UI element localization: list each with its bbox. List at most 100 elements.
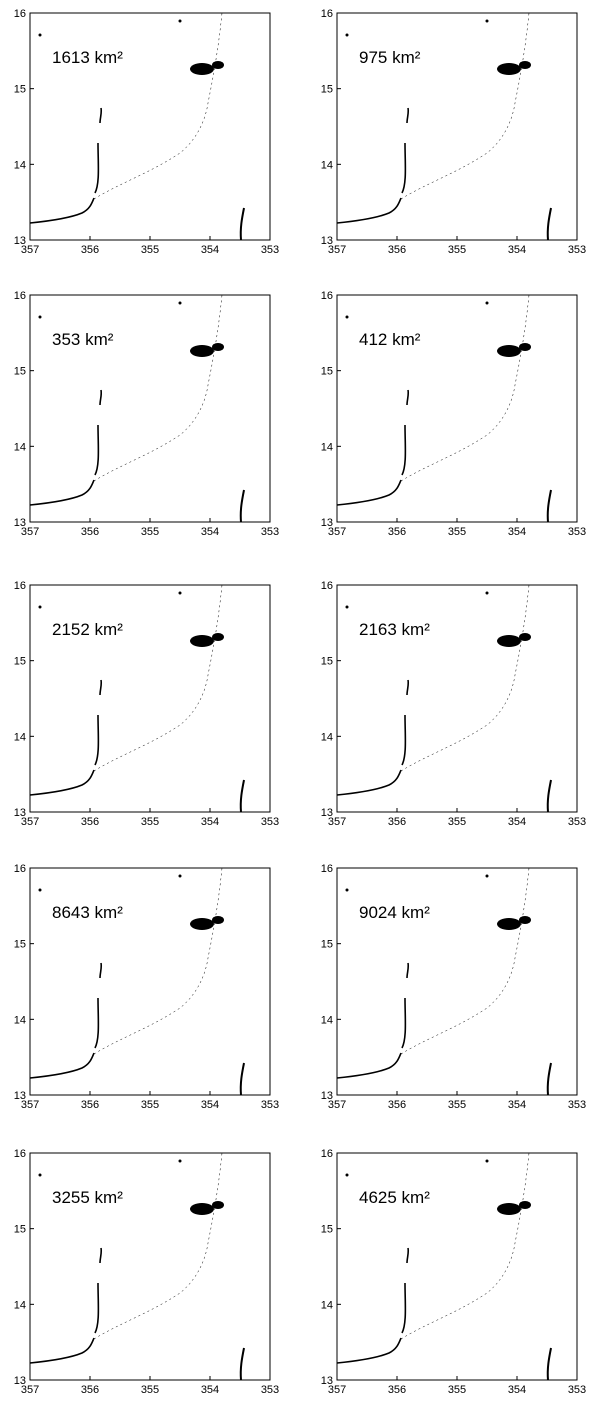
y-tick-label: 15 <box>321 939 333 951</box>
area-label: 975 km² <box>359 48 421 67</box>
y-tick-label: 15 <box>14 939 26 951</box>
x-tick-label: 354 <box>508 244 526 256</box>
y-tick-label: 16 <box>321 8 333 20</box>
area-label: 412 km² <box>359 330 421 349</box>
x-tick-label: 357 <box>21 816 39 828</box>
x-tick-label: 356 <box>81 244 99 256</box>
y-tick-label: 13 <box>14 1090 26 1102</box>
x-tick-label: 357 <box>328 816 346 828</box>
y-tick-label: 13 <box>14 807 26 819</box>
x-tick-label: 355 <box>141 1384 159 1396</box>
x-tick-label: 356 <box>388 1099 406 1111</box>
x-tick-label: 356 <box>81 816 99 828</box>
x-tick-label: 354 <box>201 1384 219 1396</box>
map-panel: 357 356 355 354 353 13 14 15 16 353 km² <box>14 290 279 538</box>
y-tick-label: 15 <box>321 84 333 96</box>
x-tick-label: 357 <box>21 1384 39 1396</box>
y-tick-label: 15 <box>321 366 333 378</box>
y-tick-label: 16 <box>14 580 26 592</box>
y-tick-label: 14 <box>321 159 333 171</box>
area-label: 9024 km² <box>359 903 430 922</box>
x-tick-label: 354 <box>508 526 526 538</box>
y-tick-label: 16 <box>321 580 333 592</box>
x-tick-label: 356 <box>388 244 406 256</box>
x-tick-label: 355 <box>448 1099 466 1111</box>
y-tick-label: 14 <box>321 731 333 743</box>
y-tick-label: 13 <box>14 235 26 247</box>
x-tick-label: 357 <box>21 526 39 538</box>
y-tick-label: 14 <box>14 441 26 453</box>
x-tick-label: 356 <box>388 526 406 538</box>
x-tick-label: 353 <box>568 244 586 256</box>
x-tick-label: 357 <box>328 1099 346 1111</box>
x-tick-label: 355 <box>141 1099 159 1111</box>
x-tick-label: 354 <box>201 816 219 828</box>
y-tick-label: 16 <box>14 8 26 20</box>
y-tick-label: 15 <box>321 1224 333 1236</box>
y-tick-label: 13 <box>14 1375 26 1387</box>
y-tick-label: 15 <box>14 1224 26 1236</box>
x-tick-label: 354 <box>201 244 219 256</box>
map-panel: 357 356 355 354 353 13 14 15 16 975 km² <box>321 8 586 256</box>
x-tick-label: 353 <box>568 816 586 828</box>
area-label: 8643 km² <box>52 903 123 922</box>
y-tick-label: 16 <box>321 1148 333 1160</box>
x-tick-label: 353 <box>261 816 279 828</box>
x-tick-label: 353 <box>568 1384 586 1396</box>
map-panel: 357 356 355 354 353 13 14 15 16 1613 km² <box>14 8 279 256</box>
x-tick-label: 354 <box>508 1384 526 1396</box>
x-tick-label: 353 <box>261 244 279 256</box>
x-tick-label: 355 <box>141 244 159 256</box>
y-tick-label: 16 <box>14 863 26 875</box>
area-label: 2163 km² <box>359 620 430 639</box>
y-tick-label: 15 <box>321 656 333 668</box>
y-tick-label: 14 <box>321 441 333 453</box>
x-tick-label: 356 <box>81 526 99 538</box>
y-tick-label: 16 <box>14 1148 26 1160</box>
x-tick-label: 357 <box>328 526 346 538</box>
map-panel: 357 356 355 354 353 13 14 15 16 9024 km² <box>321 863 586 1111</box>
map-panel: 357 356 355 354 353 13 14 15 16 2152 km² <box>14 580 279 828</box>
y-tick-label: 13 <box>321 235 333 247</box>
y-tick-label: 14 <box>14 1299 26 1311</box>
area-label: 1613 km² <box>52 48 123 67</box>
x-tick-label: 353 <box>261 1384 279 1396</box>
map-panel: 357 356 355 354 353 13 14 15 16 412 km² <box>321 290 586 538</box>
x-tick-label: 354 <box>508 816 526 828</box>
x-tick-label: 353 <box>568 1099 586 1111</box>
map-panel: 357 356 355 354 353 13 14 15 16 3255 km² <box>14 1148 279 1396</box>
y-tick-label: 13 <box>321 1375 333 1387</box>
x-tick-label: 356 <box>81 1099 99 1111</box>
x-tick-label: 353 <box>568 526 586 538</box>
y-tick-label: 16 <box>14 290 26 302</box>
y-tick-label: 15 <box>14 366 26 378</box>
y-tick-label: 15 <box>14 656 26 668</box>
x-tick-label: 354 <box>201 526 219 538</box>
x-tick-label: 356 <box>81 1384 99 1396</box>
x-tick-label: 355 <box>141 526 159 538</box>
y-tick-label: 16 <box>321 290 333 302</box>
x-tick-label: 355 <box>448 1384 466 1396</box>
x-tick-label: 357 <box>328 1384 346 1396</box>
map-panel: 357 356 355 354 353 13 14 15 16 8643 km² <box>14 863 279 1111</box>
x-tick-label: 355 <box>448 816 466 828</box>
y-tick-label: 14 <box>14 731 26 743</box>
x-tick-label: 356 <box>388 816 406 828</box>
x-tick-label: 355 <box>141 816 159 828</box>
x-tick-label: 355 <box>448 526 466 538</box>
y-tick-label: 14 <box>14 1014 26 1026</box>
map-panel: 357 356 355 354 353 13 14 15 16 4625 km² <box>321 1148 586 1396</box>
x-tick-label: 357 <box>328 244 346 256</box>
y-tick-label: 13 <box>14 517 26 529</box>
y-tick-label: 14 <box>14 159 26 171</box>
x-tick-label: 357 <box>21 244 39 256</box>
map-panel: 357 356 355 354 353 13 14 15 16 2163 km² <box>321 580 586 828</box>
x-tick-label: 353 <box>261 1099 279 1111</box>
area-label: 3255 km² <box>52 1188 123 1207</box>
y-tick-label: 13 <box>321 807 333 819</box>
y-tick-label: 13 <box>321 1090 333 1102</box>
x-tick-label: 356 <box>388 1384 406 1396</box>
x-tick-label: 355 <box>448 244 466 256</box>
area-label: 2152 km² <box>52 620 123 639</box>
